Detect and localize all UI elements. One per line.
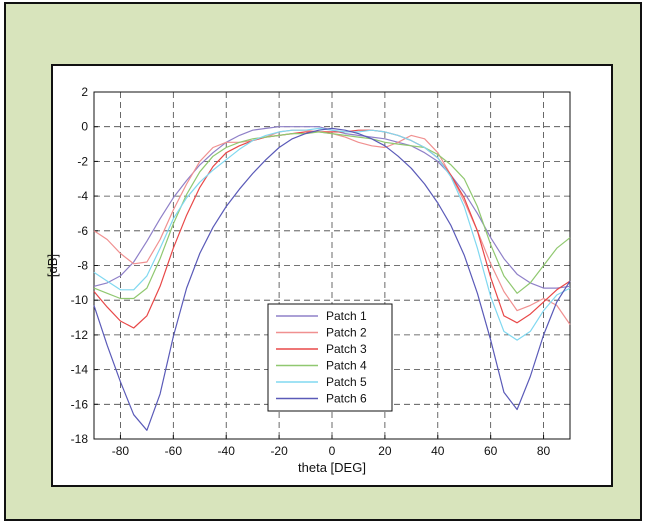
legend-label: Patch 6 (326, 392, 367, 406)
x-tick-label: 20 (378, 444, 392, 458)
legend-label: Patch 2 (326, 326, 367, 340)
series-line-patch-4 (93, 131, 571, 300)
legend-label: Patch 1 (326, 309, 367, 323)
legend: Patch 1 Patch 2 Patch 3 Patch 4 Patch 5 Patch… (267, 303, 393, 412)
y-axis-label: [dB] (45, 254, 60, 277)
x-tick-label: -80 (112, 444, 130, 458)
x-tick-label: -20 (270, 444, 288, 458)
tick-labels: -80 -60 -40 -20 0 20 40 60 8020-2-4-6-8-10-12-14… (71, 85, 551, 458)
x-tick-label: 0 (329, 444, 336, 458)
y-tick-label: -4 (77, 189, 88, 203)
series-line-patch-6 (93, 127, 571, 431)
x-axis-label: theta [DEG] (298, 460, 366, 475)
x-tick-label: -40 (218, 444, 236, 458)
y-tick-label: -12 (71, 328, 89, 342)
legend-label: Patch 5 (326, 375, 367, 389)
x-tick-label: 40 (431, 444, 445, 458)
x-tick-label: 80 (537, 444, 551, 458)
series-lines (93, 126, 571, 431)
y-tick-label: -14 (71, 363, 89, 377)
legend-label: Patch 4 (326, 359, 367, 373)
legend-box (267, 303, 393, 412)
axes-box (93, 91, 571, 440)
y-tick-label: -16 (71, 397, 89, 411)
y-tick-label: -2 (77, 154, 88, 168)
x-tick-label: -60 (165, 444, 183, 458)
x-tick-label: 60 (484, 444, 498, 458)
y-tick-label: -10 (71, 293, 89, 307)
series-line-patch-5 (93, 127, 571, 341)
series-line-patch-3 (93, 129, 571, 329)
y-tick-label: 0 (81, 120, 88, 134)
legend-label: Patch 3 (326, 342, 367, 356)
y-tick-label: 2 (81, 85, 88, 99)
y-tick-label: -6 (77, 224, 88, 238)
y-tick-label: -18 (71, 432, 89, 446)
y-tick-label: -8 (77, 259, 88, 273)
